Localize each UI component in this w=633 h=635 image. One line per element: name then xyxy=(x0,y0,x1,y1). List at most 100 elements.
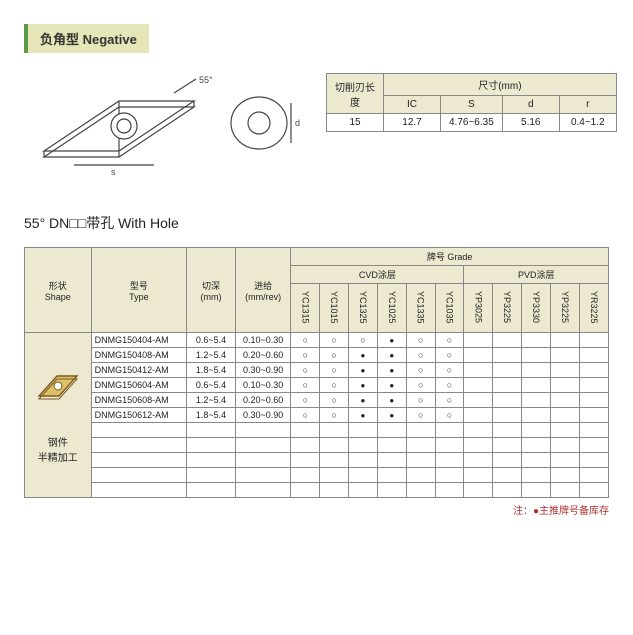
cell-empty xyxy=(235,453,290,468)
hdr-grade-code: YC1025 xyxy=(377,284,406,333)
cell-mark xyxy=(522,408,551,423)
cell-empty xyxy=(464,483,493,498)
cell-mark xyxy=(406,393,435,408)
cell-mark xyxy=(349,348,378,363)
cell-mark xyxy=(377,393,406,408)
cell-empty xyxy=(579,483,608,498)
cell-mark xyxy=(349,393,378,408)
cell-empty xyxy=(493,438,522,453)
cell-mark xyxy=(406,378,435,393)
cell-mark xyxy=(579,333,608,348)
section-badge: 负角型 Negative xyxy=(24,24,149,53)
cell-empty xyxy=(493,453,522,468)
hdr-grade-code: YP3025 xyxy=(464,284,493,333)
cell-mark xyxy=(522,378,551,393)
cell-feed: 0.30~0.90 xyxy=(235,363,290,378)
cell-empty xyxy=(291,483,320,498)
cell-mark xyxy=(550,408,579,423)
cell-mark xyxy=(550,363,579,378)
cell-mark xyxy=(377,363,406,378)
cell-mark xyxy=(493,333,522,348)
hdr-grade-code: YC1335 xyxy=(406,284,435,333)
cell-mark xyxy=(291,378,320,393)
cell-empty xyxy=(579,468,608,483)
cell-empty xyxy=(91,483,186,498)
cell-empty xyxy=(464,438,493,453)
cell-empty xyxy=(187,438,236,453)
cell-mark xyxy=(493,378,522,393)
cell-mark xyxy=(579,348,608,363)
cell-empty xyxy=(187,453,236,468)
cell-mark xyxy=(579,363,608,378)
dim-rowhdr: 切削刃长度 xyxy=(327,74,384,114)
cell-empty xyxy=(493,483,522,498)
cell-mark xyxy=(435,393,464,408)
dim-s: 4.76~6.35 xyxy=(441,114,503,132)
section-title: 55° DN□□带孔 With Hole xyxy=(24,213,609,233)
cell-mark xyxy=(550,378,579,393)
cell-empty xyxy=(349,468,378,483)
cell-type: DNMG150412-AM xyxy=(91,363,186,378)
cell-empty xyxy=(522,468,551,483)
cell-mark xyxy=(493,348,522,363)
cell-empty xyxy=(235,423,290,438)
cell-mark xyxy=(291,408,320,423)
cell-mark xyxy=(435,378,464,393)
cell-empty xyxy=(550,438,579,453)
dim-grouphdr: 尺寸(mm) xyxy=(384,74,617,96)
cell-mark xyxy=(435,408,464,423)
cell-mark xyxy=(522,333,551,348)
insert-shape-icon xyxy=(27,370,89,404)
hdr-cvd: CVD涂层 xyxy=(291,266,464,284)
cell-empty xyxy=(435,468,464,483)
cell-mark xyxy=(522,363,551,378)
cell-mark xyxy=(464,363,493,378)
cell-type: DNMG150612-AM xyxy=(91,408,186,423)
cell-mark xyxy=(550,348,579,363)
cell-depth: 1.2~5.4 xyxy=(187,348,236,363)
dim-d: 5.16 xyxy=(502,114,559,132)
cell-empty xyxy=(435,423,464,438)
cell-mark xyxy=(291,333,320,348)
cell-empty xyxy=(187,483,236,498)
cell-mark xyxy=(349,378,378,393)
cell-mark xyxy=(320,408,349,423)
cell-empty xyxy=(464,453,493,468)
cell-empty xyxy=(235,468,290,483)
cell-empty xyxy=(579,423,608,438)
cell-type: DNMG150404-AM xyxy=(91,333,186,348)
cell-empty xyxy=(377,483,406,498)
cell-empty xyxy=(435,438,464,453)
shape-label: 钢件 半精加工 xyxy=(27,434,89,464)
cell-mark xyxy=(550,333,579,348)
cell-empty xyxy=(349,423,378,438)
dim-r: 0.4~1.2 xyxy=(559,114,616,132)
hdr-grade-code: YP3225 xyxy=(550,284,579,333)
dim-ic: 12.7 xyxy=(384,114,441,132)
cell-empty xyxy=(320,453,349,468)
cell-mark xyxy=(493,393,522,408)
cell-mark xyxy=(464,348,493,363)
cell-empty xyxy=(579,438,608,453)
svg-text:d: d xyxy=(295,118,300,128)
cell-empty xyxy=(522,483,551,498)
hdr-grade-code: YR3225 xyxy=(579,284,608,333)
cell-empty xyxy=(522,438,551,453)
cell-mark xyxy=(550,393,579,408)
cell-empty xyxy=(406,453,435,468)
main-table: 形状 Shape 型号 Type 切深 (mm) 进给 (mm/rev) 牌号 … xyxy=(24,247,609,498)
svg-text:s: s xyxy=(111,167,116,177)
cell-empty xyxy=(320,468,349,483)
cell-type: DNMG150604-AM xyxy=(91,378,186,393)
cell-mark xyxy=(435,363,464,378)
cell-type: DNMG150608-AM xyxy=(91,393,186,408)
cell-empty xyxy=(377,438,406,453)
cell-empty xyxy=(406,483,435,498)
cell-mark xyxy=(320,348,349,363)
cell-empty xyxy=(235,483,290,498)
dim-col-r: r xyxy=(559,96,616,114)
cell-mark xyxy=(291,393,320,408)
cell-empty xyxy=(320,438,349,453)
hdr-depth: 切深 (mm) xyxy=(187,248,236,333)
cell-mark xyxy=(579,393,608,408)
